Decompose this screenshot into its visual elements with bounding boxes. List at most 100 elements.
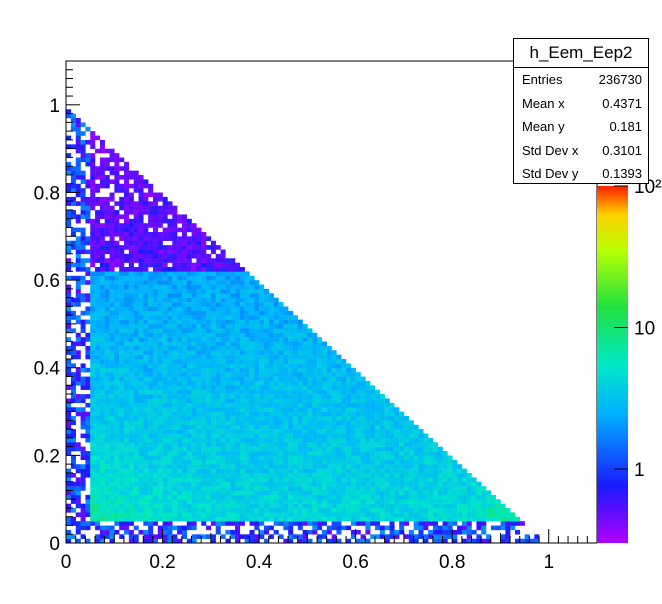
heatmap-cell <box>157 468 163 474</box>
heatmap-cell <box>114 345 120 351</box>
heatmap-cell <box>268 302 274 307</box>
heatmap-cell <box>124 490 130 496</box>
heatmap-cell <box>90 499 96 504</box>
heatmap-cell <box>181 293 187 298</box>
heatmap-cell <box>235 271 241 277</box>
heatmap-cell <box>114 508 120 513</box>
heatmap-cell <box>162 288 168 294</box>
heatmap-cell <box>225 389 231 395</box>
heatmap-cell <box>152 380 159 386</box>
heatmap-cell <box>148 451 154 456</box>
heatmap-cell <box>114 223 120 228</box>
heatmap-cell <box>336 525 342 531</box>
heatmap-cell <box>341 459 347 465</box>
heatmap-cell <box>191 402 197 408</box>
heatmap-cell <box>75 280 81 285</box>
heatmap-cell <box>85 424 91 430</box>
heatmap-cell <box>244 503 250 509</box>
heatmap-cell <box>172 223 178 228</box>
heatmap-cell <box>360 407 366 412</box>
heatmap-cell <box>99 446 105 452</box>
heatmap-cell <box>375 525 381 531</box>
heatmap-cell <box>235 288 241 294</box>
heatmap-cell <box>138 288 144 294</box>
heatmap-cell <box>133 293 139 298</box>
heatmap-cell <box>326 499 332 504</box>
heatmap-cell <box>70 144 76 149</box>
heatmap-cell <box>317 385 323 390</box>
heatmap-cell <box>80 179 86 185</box>
heatmap-cell <box>312 464 318 469</box>
heatmap-cell <box>413 534 419 539</box>
heatmap-cell <box>288 310 294 316</box>
heatmap-cell <box>167 328 173 333</box>
heatmap-cell <box>360 499 366 504</box>
heatmap-cell <box>408 477 414 482</box>
heatmap-cell <box>230 288 236 294</box>
heatmap-cell <box>177 214 183 220</box>
heatmap-cell <box>133 380 139 386</box>
heatmap-cell <box>152 275 159 281</box>
heatmap-cell <box>220 253 226 259</box>
heatmap-cell <box>249 529 255 535</box>
heatmap-cell <box>128 231 134 237</box>
heatmap-cell <box>206 494 212 500</box>
heatmap-cell <box>206 297 212 303</box>
heatmap-cell <box>292 380 299 386</box>
heatmap-cell <box>235 477 241 482</box>
heatmap-cell <box>292 328 299 333</box>
heatmap-cell <box>278 451 284 456</box>
heatmap-cell <box>249 402 255 408</box>
heatmap-cell <box>341 359 347 364</box>
heatmap-cell <box>133 258 139 263</box>
heatmap-cell <box>268 367 274 373</box>
heatmap-cell <box>70 521 76 526</box>
heatmap-cell <box>273 332 279 338</box>
heatmap-cell <box>394 429 400 434</box>
heatmap-cell <box>124 328 130 333</box>
heatmap-cell <box>297 464 303 469</box>
heatmap-cell <box>254 472 260 478</box>
heatmap-cell <box>152 499 159 504</box>
heatmap-cell <box>350 521 356 526</box>
heatmap-cell <box>80 385 86 390</box>
heatmap-cell <box>177 525 183 531</box>
heatmap-cell <box>157 267 163 272</box>
heatmap-cell <box>244 380 250 386</box>
heatmap-cell <box>167 486 173 491</box>
heatmap-cell <box>75 183 81 189</box>
heatmap-cell <box>321 451 327 456</box>
heatmap-cell <box>196 306 202 312</box>
heatmap-cell <box>138 376 144 382</box>
heatmap-cell <box>418 477 424 482</box>
heatmap-cell <box>119 284 125 290</box>
heatmap-cell <box>133 306 139 312</box>
heatmap-cell <box>404 420 410 426</box>
heatmap-cell <box>244 516 250 522</box>
heatmap-cell <box>341 472 347 478</box>
heatmap-cell <box>404 424 410 430</box>
heatmap-cell <box>210 341 216 347</box>
heatmap-cell <box>109 459 115 465</box>
heatmap-cell <box>75 122 81 128</box>
heatmap-cell <box>133 372 139 377</box>
heatmap-cell <box>230 258 236 263</box>
heatmap-cell <box>379 472 385 478</box>
heatmap-cell <box>90 516 96 522</box>
heatmap-cell <box>90 249 96 255</box>
heatmap-cell <box>181 324 187 329</box>
heatmap-cell <box>292 411 299 417</box>
heatmap-cell <box>302 354 308 360</box>
heatmap-cell <box>133 332 139 338</box>
heatmap-cell <box>181 385 187 390</box>
heatmap-cell <box>244 359 250 364</box>
heatmap-cell <box>114 468 120 474</box>
heatmap-cell <box>143 258 149 263</box>
heatmap-cell <box>66 437 72 443</box>
heatmap-cell <box>273 341 279 347</box>
heatmap-cell <box>128 521 134 526</box>
heatmap-cell <box>292 472 299 478</box>
heatmap-cell <box>447 490 453 496</box>
heatmap-cell <box>235 293 241 298</box>
heatmap-cell <box>505 538 511 543</box>
